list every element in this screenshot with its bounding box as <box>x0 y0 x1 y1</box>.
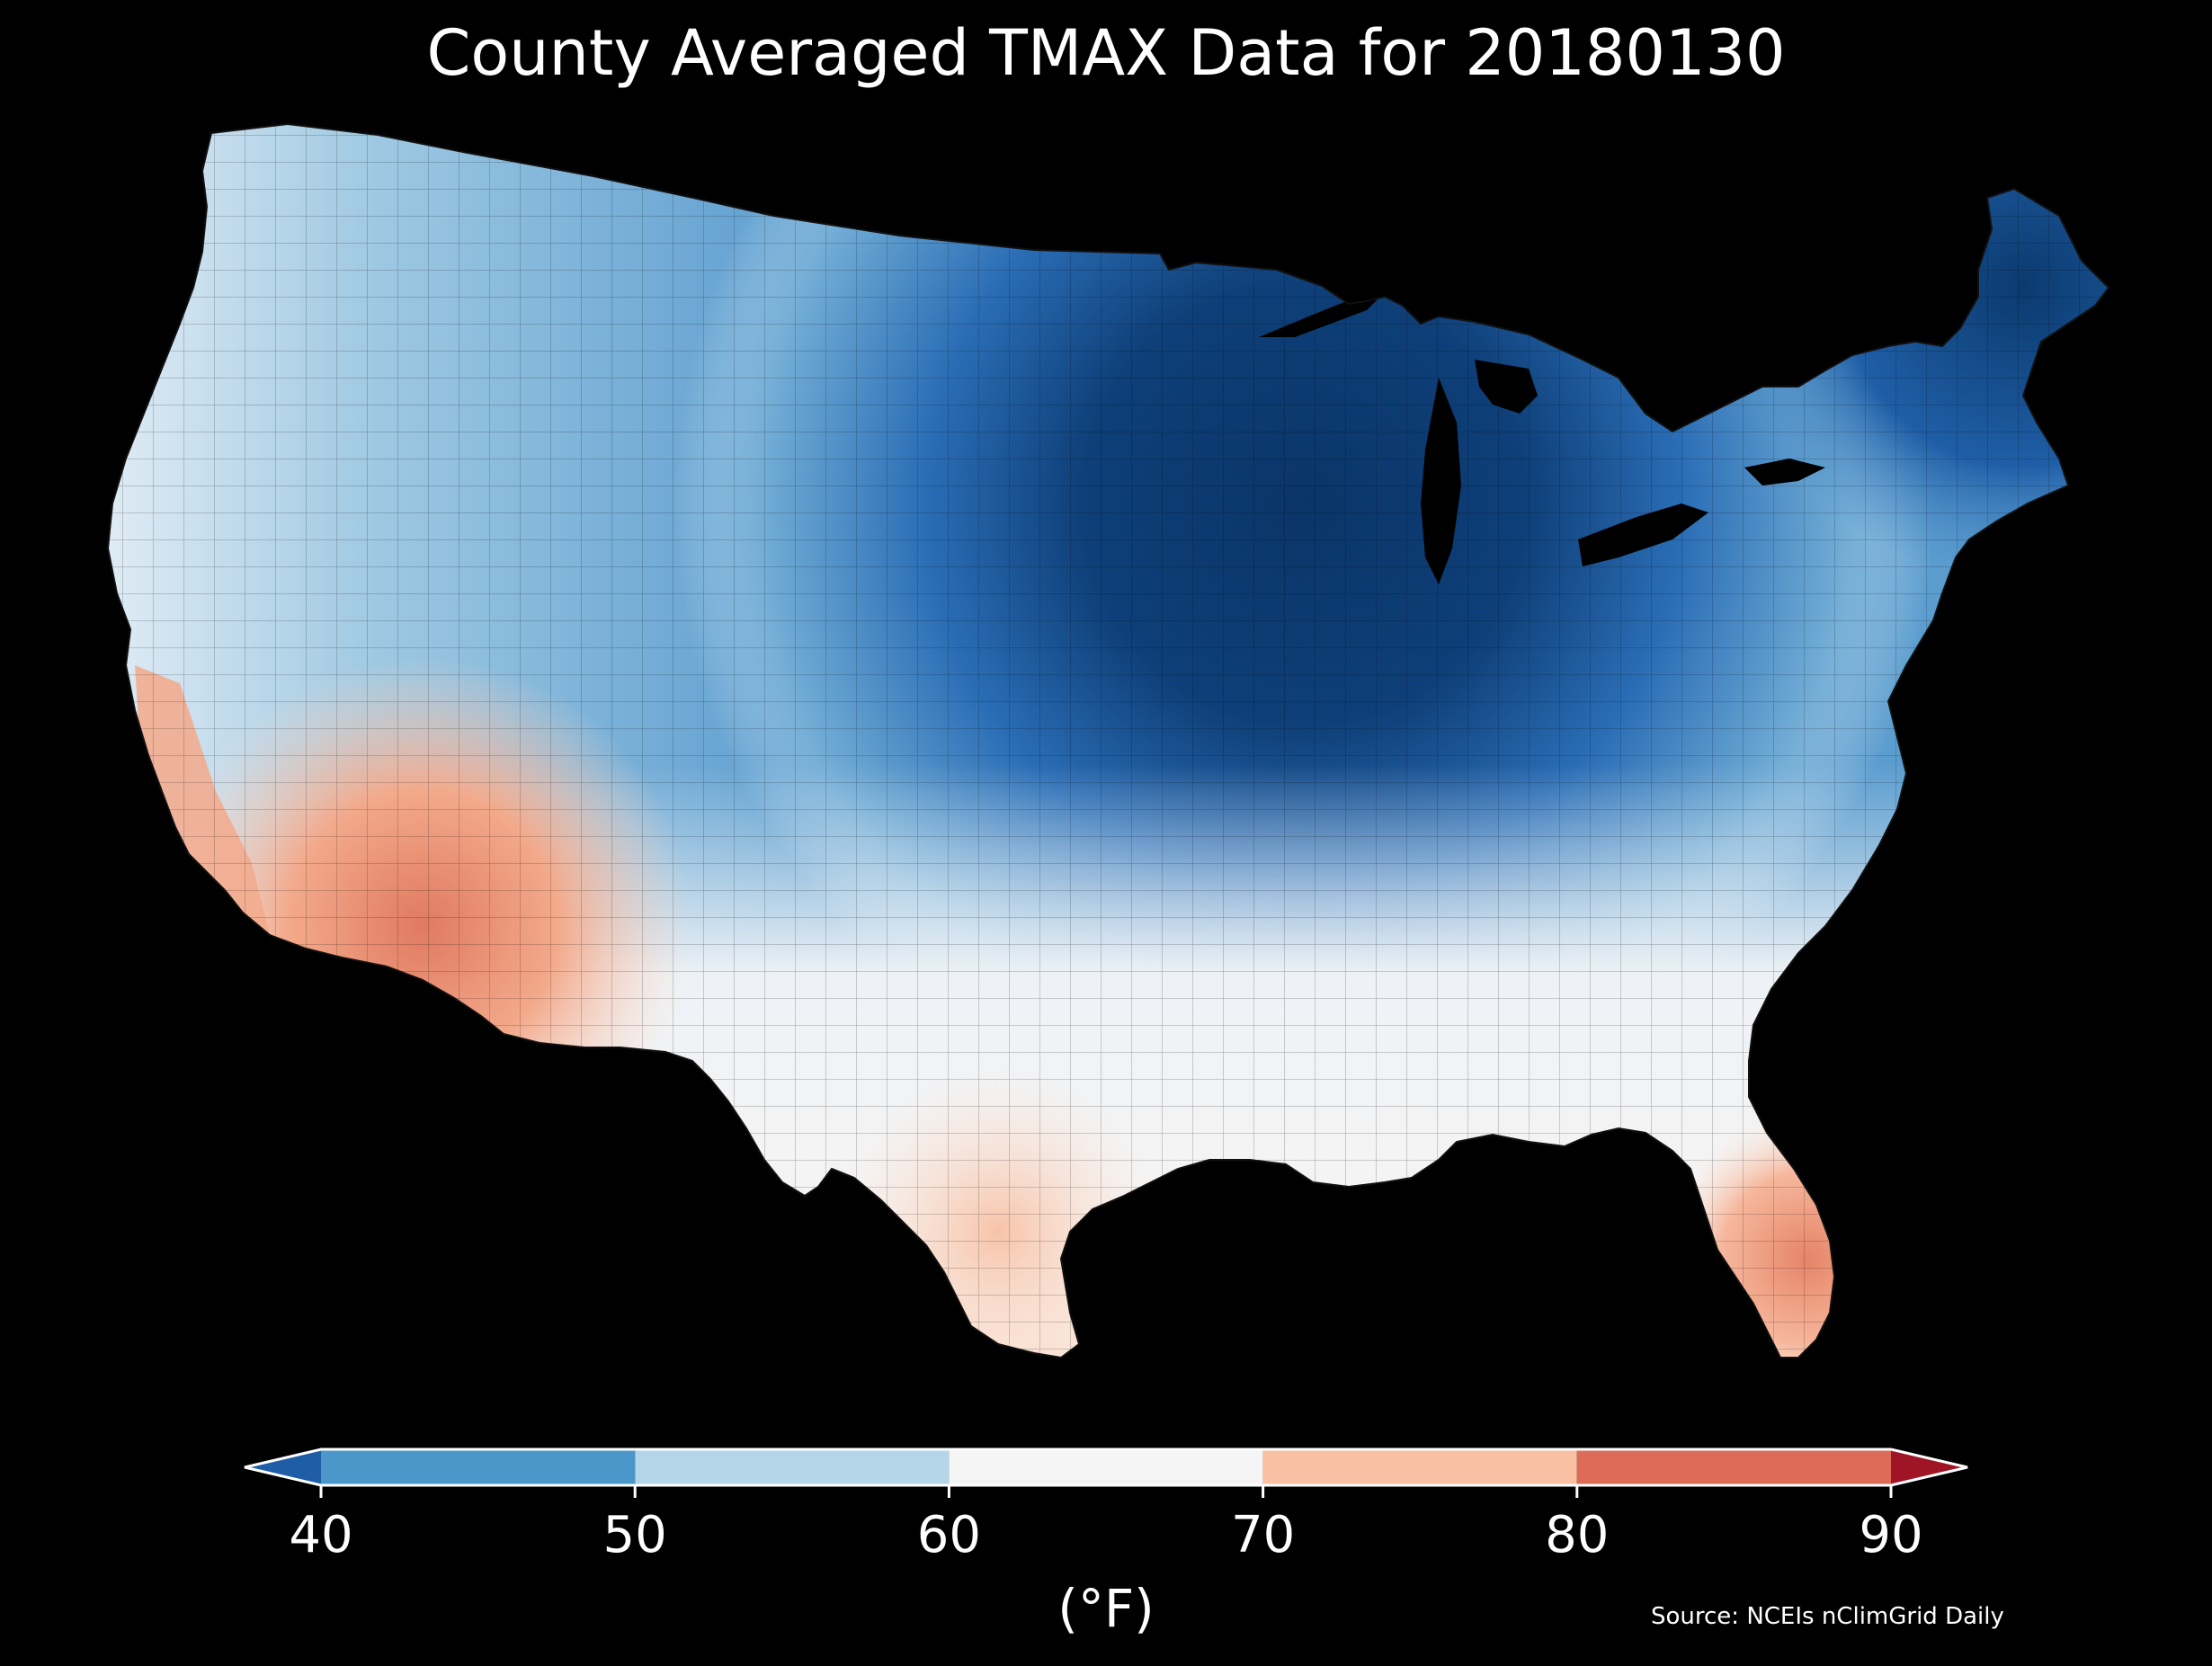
source-attribution: Source: NCEIs nClimGrid Daily <box>1651 1603 2004 1630</box>
temperature-field <box>108 124 2109 1358</box>
colorbar-tick-label: 60 <box>916 1506 982 1564</box>
colorbar-tick-label: 40 <box>289 1506 353 1564</box>
map-title: County Averaged TMAX Data for 20180130 <box>426 16 1786 90</box>
colorbar-tick-label: 90 <box>1859 1506 1923 1564</box>
colorbar-units-label: (°F) <box>1057 1578 1155 1639</box>
colorbar-tick-label: 50 <box>602 1506 667 1564</box>
colorbar-tick-label: 70 <box>1230 1506 1296 1564</box>
us-outline <box>106 122 2110 1359</box>
choropleth-map <box>106 122 2110 1359</box>
colorbar-tick-label: 80 <box>1545 1506 1610 1564</box>
